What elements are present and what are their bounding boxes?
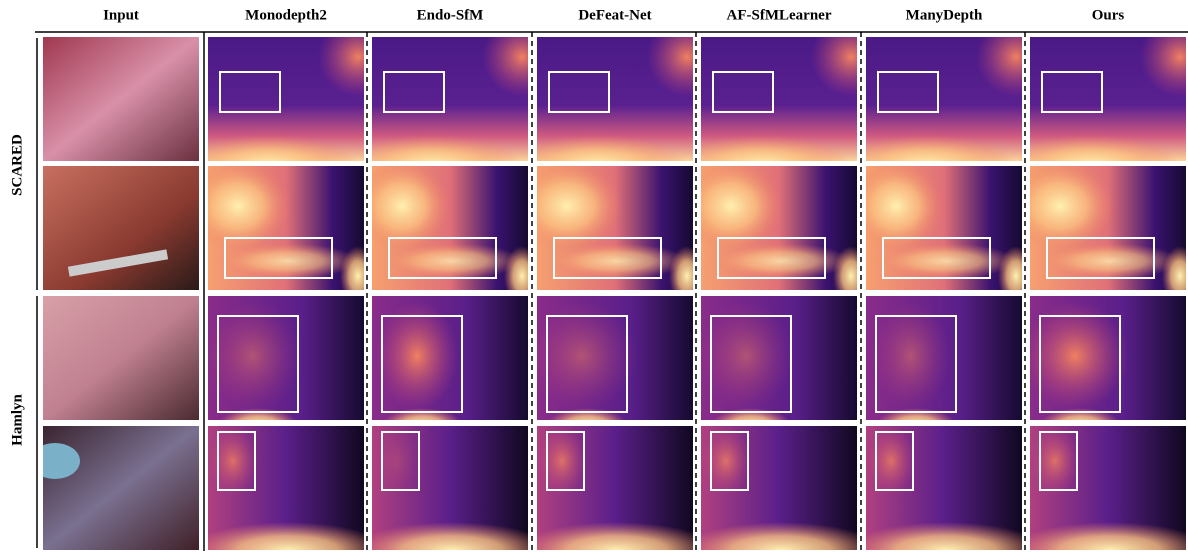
depth-map [1010, 426, 1188, 551]
image-content [43, 37, 199, 161]
image-fill [43, 37, 199, 161]
image-fill [43, 296, 199, 420]
image-content [186, 161, 376, 306]
near-region [876, 243, 1016, 279]
depth-map [354, 161, 540, 306]
near-region [382, 243, 522, 279]
depth-map [204, 296, 364, 440]
column-header: ManyDepth [906, 7, 983, 23]
depth-map [512, 161, 705, 306]
image-content [354, 161, 540, 306]
image-content [1006, 161, 1188, 306]
depth-map [352, 426, 552, 551]
image-content [512, 161, 705, 306]
mid-region [872, 301, 950, 411]
image-content [43, 296, 199, 420]
image-content [1022, 296, 1186, 440]
input-image [43, 37, 199, 161]
depth-map [846, 426, 1046, 551]
near-region [547, 243, 687, 279]
column-header: Ours [1092, 7, 1125, 23]
image-content [680, 161, 869, 306]
column-header: Input [103, 7, 139, 23]
image-content [699, 296, 857, 440]
mid-region [866, 426, 916, 496]
mid-region [699, 301, 793, 411]
mid-region [1022, 301, 1128, 411]
image-content [527, 296, 693, 440]
depth-map [188, 426, 388, 551]
column-header: Monodepth2 [245, 7, 327, 23]
column-header: AF-SfMLearner [727, 7, 832, 23]
mid-region [537, 426, 587, 496]
near-region [1040, 243, 1180, 279]
depth-map [849, 161, 1034, 306]
image-content [1010, 426, 1188, 551]
image-content [866, 296, 1022, 440]
row-group-label: Hamlyn [9, 394, 25, 446]
column-header: DeFeat-Net [578, 7, 651, 23]
image-content [849, 161, 1034, 306]
near-region [218, 243, 358, 279]
depth-map [699, 296, 857, 440]
depth-map [681, 426, 881, 551]
mid-region [376, 301, 458, 411]
near-region [711, 243, 851, 279]
figure: Input Monodepth2 Endo-SfM DeFeat-Net AF-SfML… [0, 0, 1188, 551]
image-content [30, 426, 199, 550]
depth-map [1006, 161, 1188, 306]
depth-map [517, 426, 717, 551]
depth-map [186, 161, 376, 306]
image-fill [43, 426, 199, 550]
depth-map [527, 296, 693, 440]
depth-map [372, 296, 528, 440]
depth-map [680, 161, 869, 306]
depth-map [1022, 296, 1186, 440]
image-fill [43, 166, 199, 290]
image-content [372, 296, 528, 440]
mid-region [372, 426, 422, 496]
mid-region [208, 426, 258, 496]
column-header: Endo-SfM [417, 7, 484, 23]
mid-region [1030, 426, 1080, 496]
input-image [30, 426, 199, 550]
image-content [204, 296, 364, 440]
mid-region [701, 426, 751, 496]
mid-region [527, 301, 637, 411]
row-group-label: SCARED [9, 134, 25, 196]
input-image [43, 166, 199, 290]
input-image [43, 296, 199, 420]
image-content [43, 166, 199, 290]
depth-map [866, 296, 1022, 440]
